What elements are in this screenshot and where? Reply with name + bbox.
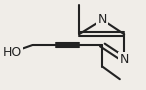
Text: HO: HO (3, 46, 22, 59)
Text: N: N (98, 13, 107, 26)
Text: N: N (119, 53, 129, 66)
